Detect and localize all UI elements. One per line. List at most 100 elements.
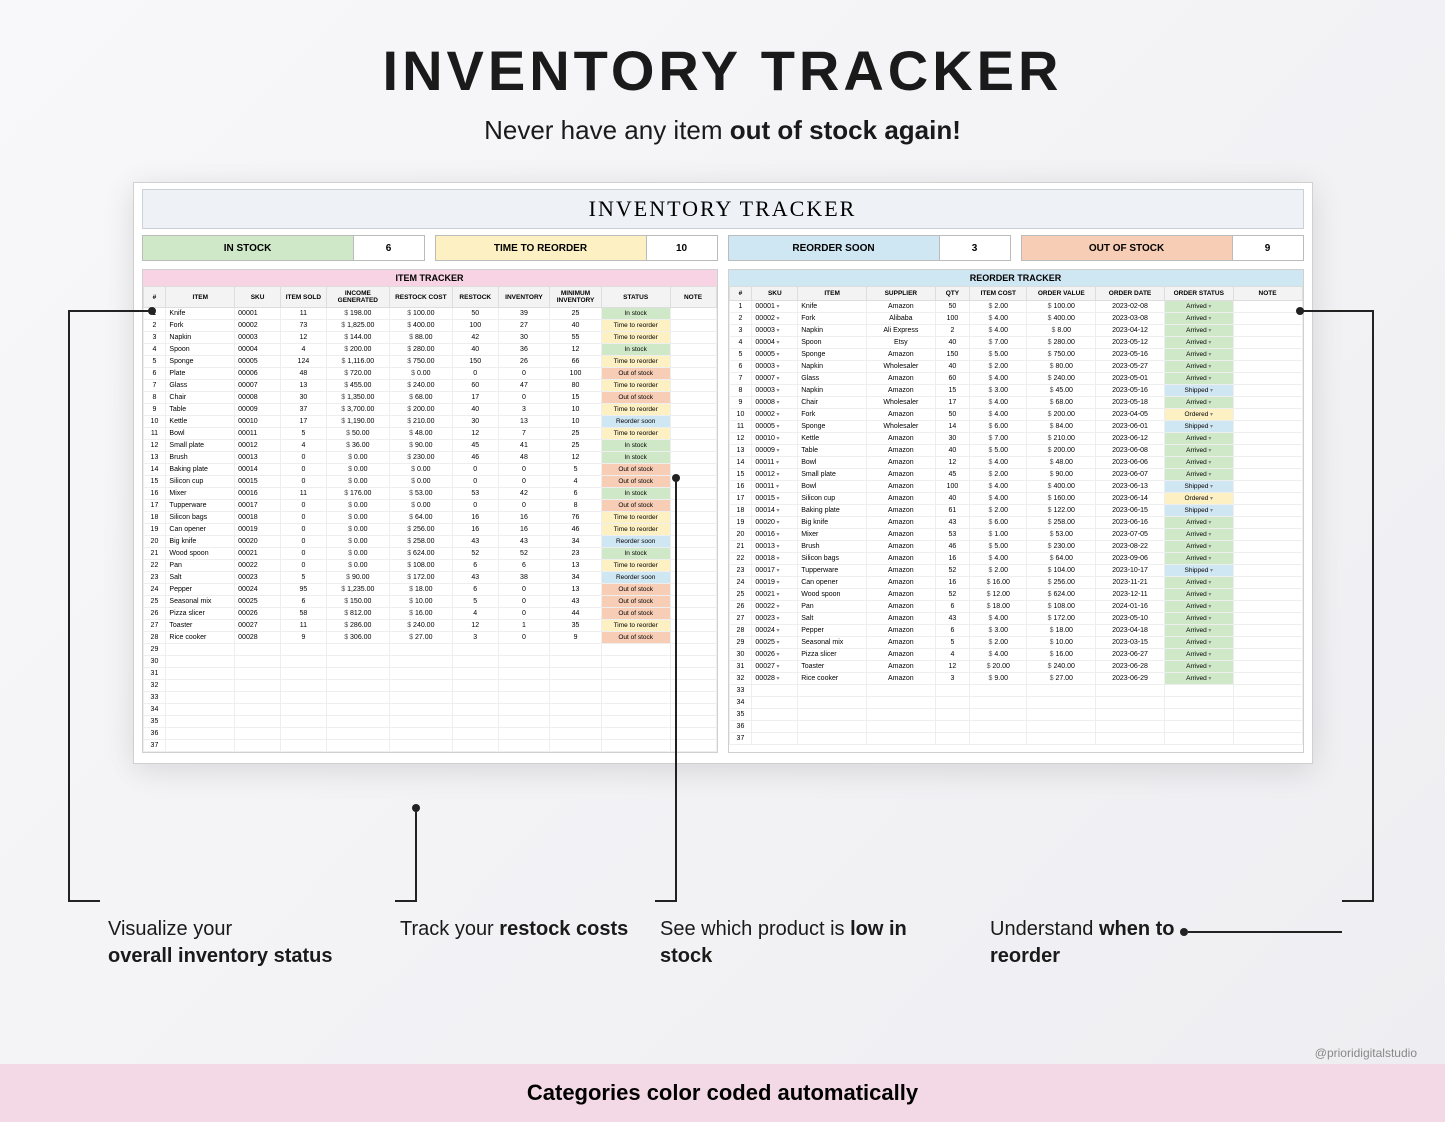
- cell[interactable]: [752, 721, 798, 733]
- table-row[interactable]: 2400019Can openerAmazon1616.00256.002023…: [729, 577, 1302, 589]
- cell[interactable]: 44: [550, 608, 602, 620]
- cell[interactable]: 0: [498, 476, 550, 488]
- cell[interactable]: 2023-06-28: [1096, 661, 1165, 673]
- cell[interactable]: 16: [935, 577, 969, 589]
- cell[interactable]: 0.00: [326, 500, 389, 512]
- cell[interactable]: [1096, 721, 1165, 733]
- cell[interactable]: 3,700.00: [326, 404, 389, 416]
- cell[interactable]: 108.00: [389, 560, 452, 572]
- cell[interactable]: 2: [935, 325, 969, 337]
- cell[interactable]: 0: [498, 368, 550, 380]
- cell[interactable]: [452, 644, 498, 656]
- cell[interactable]: 306.00: [326, 632, 389, 644]
- cell[interactable]: 1: [498, 620, 550, 632]
- cell[interactable]: 9: [550, 632, 602, 644]
- cell[interactable]: Glass: [798, 373, 867, 385]
- cell[interactable]: Arrived: [1164, 445, 1233, 457]
- cell[interactable]: 00016: [235, 488, 281, 500]
- cell[interactable]: 00023: [752, 613, 798, 625]
- cell[interactable]: 9: [280, 632, 326, 644]
- cell[interactable]: 30: [498, 332, 550, 344]
- table-row[interactable]: 37: [729, 733, 1302, 745]
- cell[interactable]: 00007: [752, 373, 798, 385]
- cell[interactable]: Amazon: [866, 553, 935, 565]
- cell[interactable]: 3: [729, 325, 752, 337]
- cell[interactable]: 21: [143, 548, 166, 560]
- cell[interactable]: Amazon: [866, 373, 935, 385]
- table-row[interactable]: 2Fork00002731,825.00400.001002740Time to…: [143, 320, 716, 332]
- cell[interactable]: [326, 644, 389, 656]
- cell[interactable]: 19: [729, 517, 752, 529]
- cell[interactable]: 00012: [752, 469, 798, 481]
- cell[interactable]: [235, 716, 281, 728]
- cell[interactable]: 2024-01-16: [1096, 601, 1165, 613]
- cell[interactable]: [1233, 565, 1302, 577]
- cell[interactable]: 2023-06-14: [1096, 493, 1165, 505]
- cell[interactable]: [498, 644, 550, 656]
- cell[interactable]: [1233, 661, 1302, 673]
- cell[interactable]: Shipped: [1164, 385, 1233, 397]
- cell[interactable]: 2023-05-12: [1096, 337, 1165, 349]
- cell[interactable]: Arrived: [1164, 613, 1233, 625]
- cell[interactable]: 240.00: [389, 620, 452, 632]
- cell[interactable]: 52: [935, 565, 969, 577]
- cell[interactable]: [970, 709, 1027, 721]
- cell[interactable]: 53: [452, 488, 498, 500]
- cell[interactable]: 46: [452, 452, 498, 464]
- cell[interactable]: 23: [729, 565, 752, 577]
- cell[interactable]: 0: [498, 608, 550, 620]
- cell[interactable]: 1: [729, 301, 752, 313]
- cell[interactable]: Brush: [798, 541, 867, 553]
- cell[interactable]: Wood spoon: [166, 548, 235, 560]
- cell[interactable]: [752, 685, 798, 697]
- table-row[interactable]: 900008ChairWholesaler174.0068.002023-05-…: [729, 397, 1302, 409]
- cell[interactable]: Fork: [166, 320, 235, 332]
- cell[interactable]: 240.00: [1027, 661, 1096, 673]
- cell[interactable]: 0: [280, 560, 326, 572]
- cell[interactable]: 400.00: [389, 320, 452, 332]
- cell[interactable]: Amazon: [866, 541, 935, 553]
- cell[interactable]: Amazon: [866, 589, 935, 601]
- cell[interactable]: 0.00: [389, 368, 452, 380]
- cell[interactable]: 25: [550, 440, 602, 452]
- table-row[interactable]: 8Chair00008301,350.0068.0017015Out of st…: [143, 392, 716, 404]
- cell[interactable]: Out of stock: [601, 500, 670, 512]
- table-row[interactable]: 11Bowl00011550.0048.0012725Time to reord…: [143, 428, 716, 440]
- cell[interactable]: Amazon: [866, 409, 935, 421]
- cell[interactable]: Table: [798, 445, 867, 457]
- cell[interactable]: [601, 740, 670, 752]
- cell[interactable]: 16.00: [970, 577, 1027, 589]
- cell[interactable]: Chair: [798, 397, 867, 409]
- cell[interactable]: [1233, 301, 1302, 313]
- cell[interactable]: 00003: [752, 361, 798, 373]
- cell[interactable]: 50.00: [326, 428, 389, 440]
- cell[interactable]: 1: [143, 308, 166, 320]
- cell[interactable]: 11: [280, 488, 326, 500]
- cell[interactable]: 43: [498, 536, 550, 548]
- cell[interactable]: [389, 644, 452, 656]
- cell[interactable]: Amazon: [866, 577, 935, 589]
- cell[interactable]: 18.00: [389, 584, 452, 596]
- cell[interactable]: 27: [143, 620, 166, 632]
- cell[interactable]: [752, 733, 798, 745]
- table-row[interactable]: 14Baking plate0001400.000.00005Out of st…: [143, 464, 716, 476]
- cell[interactable]: [601, 692, 670, 704]
- cell[interactable]: 10.00: [389, 596, 452, 608]
- cell[interactable]: 4: [452, 608, 498, 620]
- cell[interactable]: 6.00: [970, 421, 1027, 433]
- cell[interactable]: [1233, 397, 1302, 409]
- cell[interactable]: 6: [280, 596, 326, 608]
- cell[interactable]: [670, 416, 716, 428]
- cell[interactable]: Arrived: [1164, 589, 1233, 601]
- cell[interactable]: Pan: [798, 601, 867, 613]
- cell[interactable]: Can opener: [166, 524, 235, 536]
- cell[interactable]: Reorder soon: [601, 536, 670, 548]
- cell[interactable]: [326, 740, 389, 752]
- cell[interactable]: Time to reorder: [601, 428, 670, 440]
- cell[interactable]: 9.00: [970, 673, 1027, 685]
- cell[interactable]: In stock: [601, 440, 670, 452]
- cell[interactable]: 2023-06-15: [1096, 505, 1165, 517]
- cell[interactable]: 16: [143, 488, 166, 500]
- cell[interactable]: 00026: [235, 608, 281, 620]
- cell[interactable]: 37: [729, 733, 752, 745]
